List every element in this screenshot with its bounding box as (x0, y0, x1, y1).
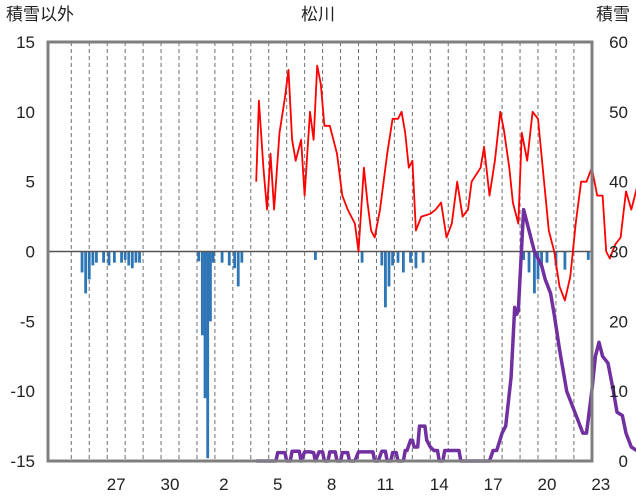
x-tick-label: 23 (591, 475, 610, 494)
precipitation-bar (421, 251, 425, 263)
x-axis-ticks: 27 30 2 5 8 11 14 17 20 23 (107, 475, 611, 494)
precipitation-bar (545, 251, 549, 263)
left-tick-label: -15 (10, 452, 35, 471)
right-axis-ticks: 60 50 40 30 20 10 0 (609, 33, 628, 471)
precipitation-bar (120, 251, 123, 263)
precipitation-bar (540, 251, 543, 266)
line-series (255, 64, 636, 463)
precipitation-bar (200, 251, 204, 336)
x-tick-label: 11 (377, 475, 395, 494)
left-tick-label: 0 (26, 243, 35, 262)
x-tick-label: 17 (484, 475, 503, 494)
precipitation-bar (360, 251, 364, 263)
right-tick-label: 40 (609, 173, 628, 192)
x-tick-label: 20 (537, 475, 556, 494)
precipitation-bar (391, 251, 395, 266)
plot-area-frame (46, 40, 594, 463)
precipitation-bar (102, 251, 106, 263)
right-tick-label: 60 (609, 33, 628, 52)
precipitation-bar (533, 251, 536, 294)
precipitation-bars (80, 251, 594, 459)
left-tick-label: 15 (16, 33, 35, 52)
precipitation-bar (586, 251, 590, 260)
right-tick-label: 50 (609, 103, 628, 122)
left-tick-label: -10 (10, 382, 35, 401)
precipitation-bar (227, 251, 231, 266)
precipitation-bar (80, 251, 84, 273)
precipitation-bar (236, 251, 240, 287)
precipitation-bar (240, 251, 244, 263)
precipitation-bar (112, 251, 116, 263)
precipitation-bar (220, 251, 224, 263)
precipitation-bar (107, 251, 111, 266)
precipitation-bar (387, 251, 391, 287)
precipitation-bar (536, 251, 540, 280)
x-tick-label: 5 (273, 475, 282, 494)
precipitation-bar (127, 251, 131, 266)
precipitation-bar (401, 251, 405, 273)
right-tick-label: 30 (609, 243, 628, 262)
right-tick-label: 20 (609, 312, 628, 331)
precipitation-bar (409, 251, 412, 263)
chart-title: 松川 (301, 5, 335, 25)
precipitation-bar (84, 251, 88, 294)
left-tick-label: 10 (16, 103, 35, 122)
precipitation-bar (209, 251, 212, 322)
precipitation-bar (95, 251, 98, 263)
precipitation-bar (87, 251, 91, 280)
precipitation-bar (380, 251, 384, 266)
precipitation-bar (123, 251, 127, 260)
precipitation-bar (211, 251, 215, 263)
precipitation-bar (414, 251, 418, 269)
precipitation-bar (91, 251, 95, 266)
precipitation-bar (233, 251, 237, 269)
precipitation-bar (527, 251, 531, 273)
precipitation-bar (522, 251, 526, 260)
x-tick-label: 8 (327, 475, 336, 494)
precipitation-bar (396, 251, 400, 263)
precipitation-bar (130, 251, 134, 269)
precipitation-bar (206, 251, 210, 459)
left-tick-label: 5 (26, 173, 35, 192)
left-axis-title: 積雪以外 (6, 5, 74, 25)
precipitation-bar (138, 251, 141, 263)
right-tick-label: 10 (609, 382, 628, 401)
snow-depth-line (256, 207, 636, 463)
precipitation-bar (314, 251, 317, 260)
x-tick-label: 27 (107, 475, 126, 494)
precipitation-bar (134, 251, 138, 263)
right-axis-title: 積雪 (596, 5, 630, 25)
x-tick-label: 2 (219, 475, 228, 494)
precipitation-bar (203, 251, 207, 399)
left-tick-label: -5 (20, 312, 35, 331)
right-tick-label: 0 (619, 452, 628, 471)
x-tick-label: 30 (161, 475, 180, 494)
left-axis-ticks: 15 10 5 0 -5 -10 -15 (10, 33, 35, 471)
x-tick-label: 14 (430, 475, 449, 494)
temperature-line (255, 64, 636, 302)
precipitation-bar (197, 251, 201, 262)
precipitation-bar (384, 251, 387, 308)
precipitation-bar (563, 251, 567, 270)
